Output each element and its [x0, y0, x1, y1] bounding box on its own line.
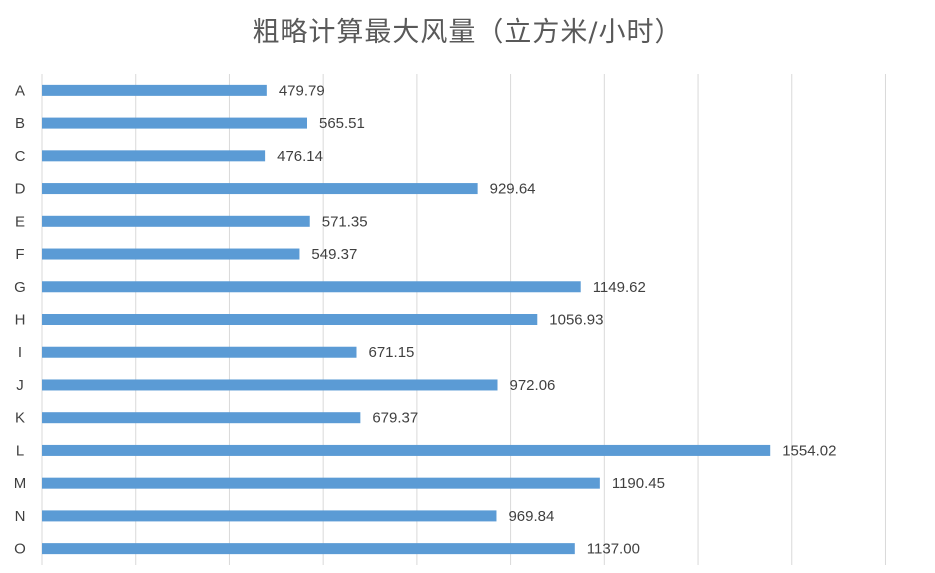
category-label: F	[15, 246, 24, 263]
data-label: 679.37	[372, 410, 418, 427]
category-label: N	[15, 508, 26, 525]
bar	[42, 477, 600, 489]
data-label: 1149.62	[593, 279, 646, 296]
chart-title: 粗略计算最大风量（立方米/小时）	[252, 17, 683, 48]
bar	[42, 314, 538, 325]
category-label: J	[16, 377, 24, 394]
bar	[42, 346, 357, 358]
category-label: O	[14, 541, 26, 558]
data-label: 972.06	[510, 377, 556, 394]
bar	[42, 281, 581, 293]
data-label: 571.35	[322, 213, 368, 230]
category-label: C	[15, 148, 26, 165]
data-label: 1554.02	[782, 442, 836, 459]
bar	[42, 510, 497, 522]
bar	[42, 543, 575, 555]
bar	[42, 248, 300, 260]
bar	[42, 215, 310, 227]
bar	[42, 84, 267, 96]
category-label: K	[15, 410, 25, 427]
data-label: 476.14	[277, 148, 323, 165]
category-label: D	[15, 181, 26, 198]
category-label: H	[15, 312, 26, 329]
bar	[42, 150, 266, 162]
data-label: 1056.93	[549, 312, 603, 329]
bar	[42, 444, 771, 456]
category-label: I	[18, 344, 22, 361]
data-label: 549.37	[311, 246, 357, 263]
bar	[42, 117, 307, 129]
data-label: 671.15	[369, 344, 415, 361]
category-label: G	[14, 279, 26, 296]
bar	[42, 379, 498, 391]
category-label: M	[14, 475, 27, 492]
data-label: 479.79	[279, 82, 325, 99]
data-label: 565.51	[319, 115, 365, 132]
data-label: 1137.00	[587, 541, 640, 558]
bar	[42, 412, 361, 424]
data-label: 1190.45	[612, 475, 665, 492]
category-label: L	[16, 442, 24, 459]
bar	[42, 183, 478, 195]
category-label: E	[15, 213, 25, 230]
category-label: A	[15, 82, 25, 99]
category-label: B	[15, 115, 25, 132]
data-label: 969.84	[508, 508, 554, 525]
data-label: 929.64	[490, 181, 536, 198]
